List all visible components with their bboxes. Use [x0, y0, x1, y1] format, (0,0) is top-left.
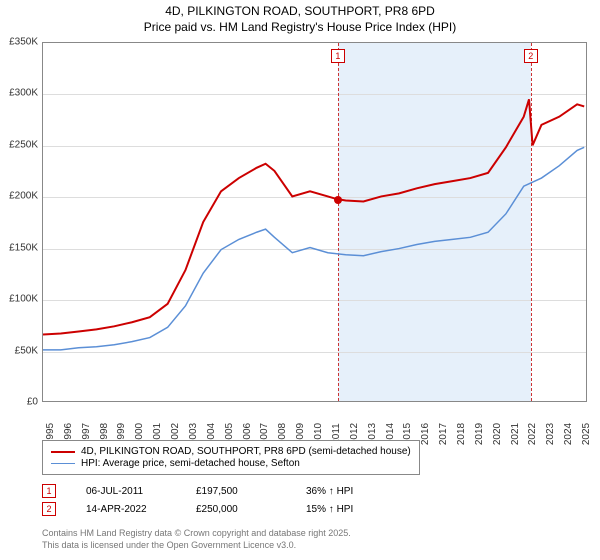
x-tick-label: 2025 [581, 423, 592, 445]
legend-row-price: 4D, PILKINGTON ROAD, SOUTHPORT, PR8 6PD … [51, 446, 411, 457]
sales-delta-1: 36% ↑ HPI [306, 486, 386, 497]
legend-swatch-price [51, 451, 75, 453]
sales-marker-1: 1 [42, 484, 56, 498]
sales-row: 1 06-JUL-2011 £197,500 36% ↑ HPI [42, 484, 386, 498]
y-tick-label: £300K [9, 88, 38, 99]
x-tick-label: 2024 [563, 423, 574, 445]
attribution-line2: This data is licensed under the Open Gov… [42, 540, 351, 552]
y-tick-label: £350K [9, 37, 38, 48]
series-hpi [43, 147, 584, 350]
x-tick-label: 2022 [527, 423, 538, 445]
legend-label-price: 4D, PILKINGTON ROAD, SOUTHPORT, PR8 6PD … [81, 446, 411, 457]
sales-date-1: 06-JUL-2011 [86, 486, 166, 497]
attribution-line1: Contains HM Land Registry data © Crown c… [42, 528, 351, 540]
y-tick-label: £150K [9, 242, 38, 253]
y-tick-label: £100K [9, 294, 38, 305]
sales-row: 2 14-APR-2022 £250,000 15% ↑ HPI [42, 502, 386, 516]
chart-plot-area: 12 [42, 42, 587, 402]
y-tick-label: £250K [9, 139, 38, 150]
title-line1: 4D, PILKINGTON ROAD, SOUTHPORT, PR8 6PD [0, 4, 600, 20]
x-tick-label: 2021 [510, 423, 521, 445]
legend-swatch-hpi [51, 463, 75, 465]
x-axis-labels: 1995199619971998199920002001200220032004… [42, 404, 587, 438]
attribution: Contains HM Land Registry data © Crown c… [42, 528, 351, 551]
y-tick-label: £50K [15, 345, 38, 356]
legend-box: 4D, PILKINGTON ROAD, SOUTHPORT, PR8 6PD … [42, 440, 420, 475]
x-tick-label: 2017 [438, 423, 449, 445]
sales-delta-2: 15% ↑ HPI [306, 504, 386, 515]
legend-label-hpi: HPI: Average price, semi-detached house,… [81, 458, 300, 469]
sales-date-2: 14-APR-2022 [86, 504, 166, 515]
sale-dot [334, 196, 342, 204]
x-tick-label: 2020 [492, 423, 503, 445]
y-tick-label: £200K [9, 191, 38, 202]
title-line2: Price paid vs. HM Land Registry's House … [0, 20, 600, 36]
sales-marker-2: 2 [42, 502, 56, 516]
sales-table: 1 06-JUL-2011 £197,500 36% ↑ HPI 2 14-AP… [42, 484, 386, 520]
title-block: 4D, PILKINGTON ROAD, SOUTHPORT, PR8 6PD … [0, 0, 600, 35]
sales-price-2: £250,000 [196, 504, 276, 515]
x-tick-label: 2019 [474, 423, 485, 445]
chart-container: 4D, PILKINGTON ROAD, SOUTHPORT, PR8 6PD … [0, 0, 600, 560]
x-tick-label: 2016 [420, 423, 431, 445]
x-tick-label: 2023 [545, 423, 556, 445]
y-tick-label: £0 [27, 397, 38, 408]
chart-lines [43, 43, 586, 401]
sales-price-1: £197,500 [196, 486, 276, 497]
legend-row-hpi: HPI: Average price, semi-detached house,… [51, 458, 411, 469]
x-tick-label: 2018 [456, 423, 467, 445]
